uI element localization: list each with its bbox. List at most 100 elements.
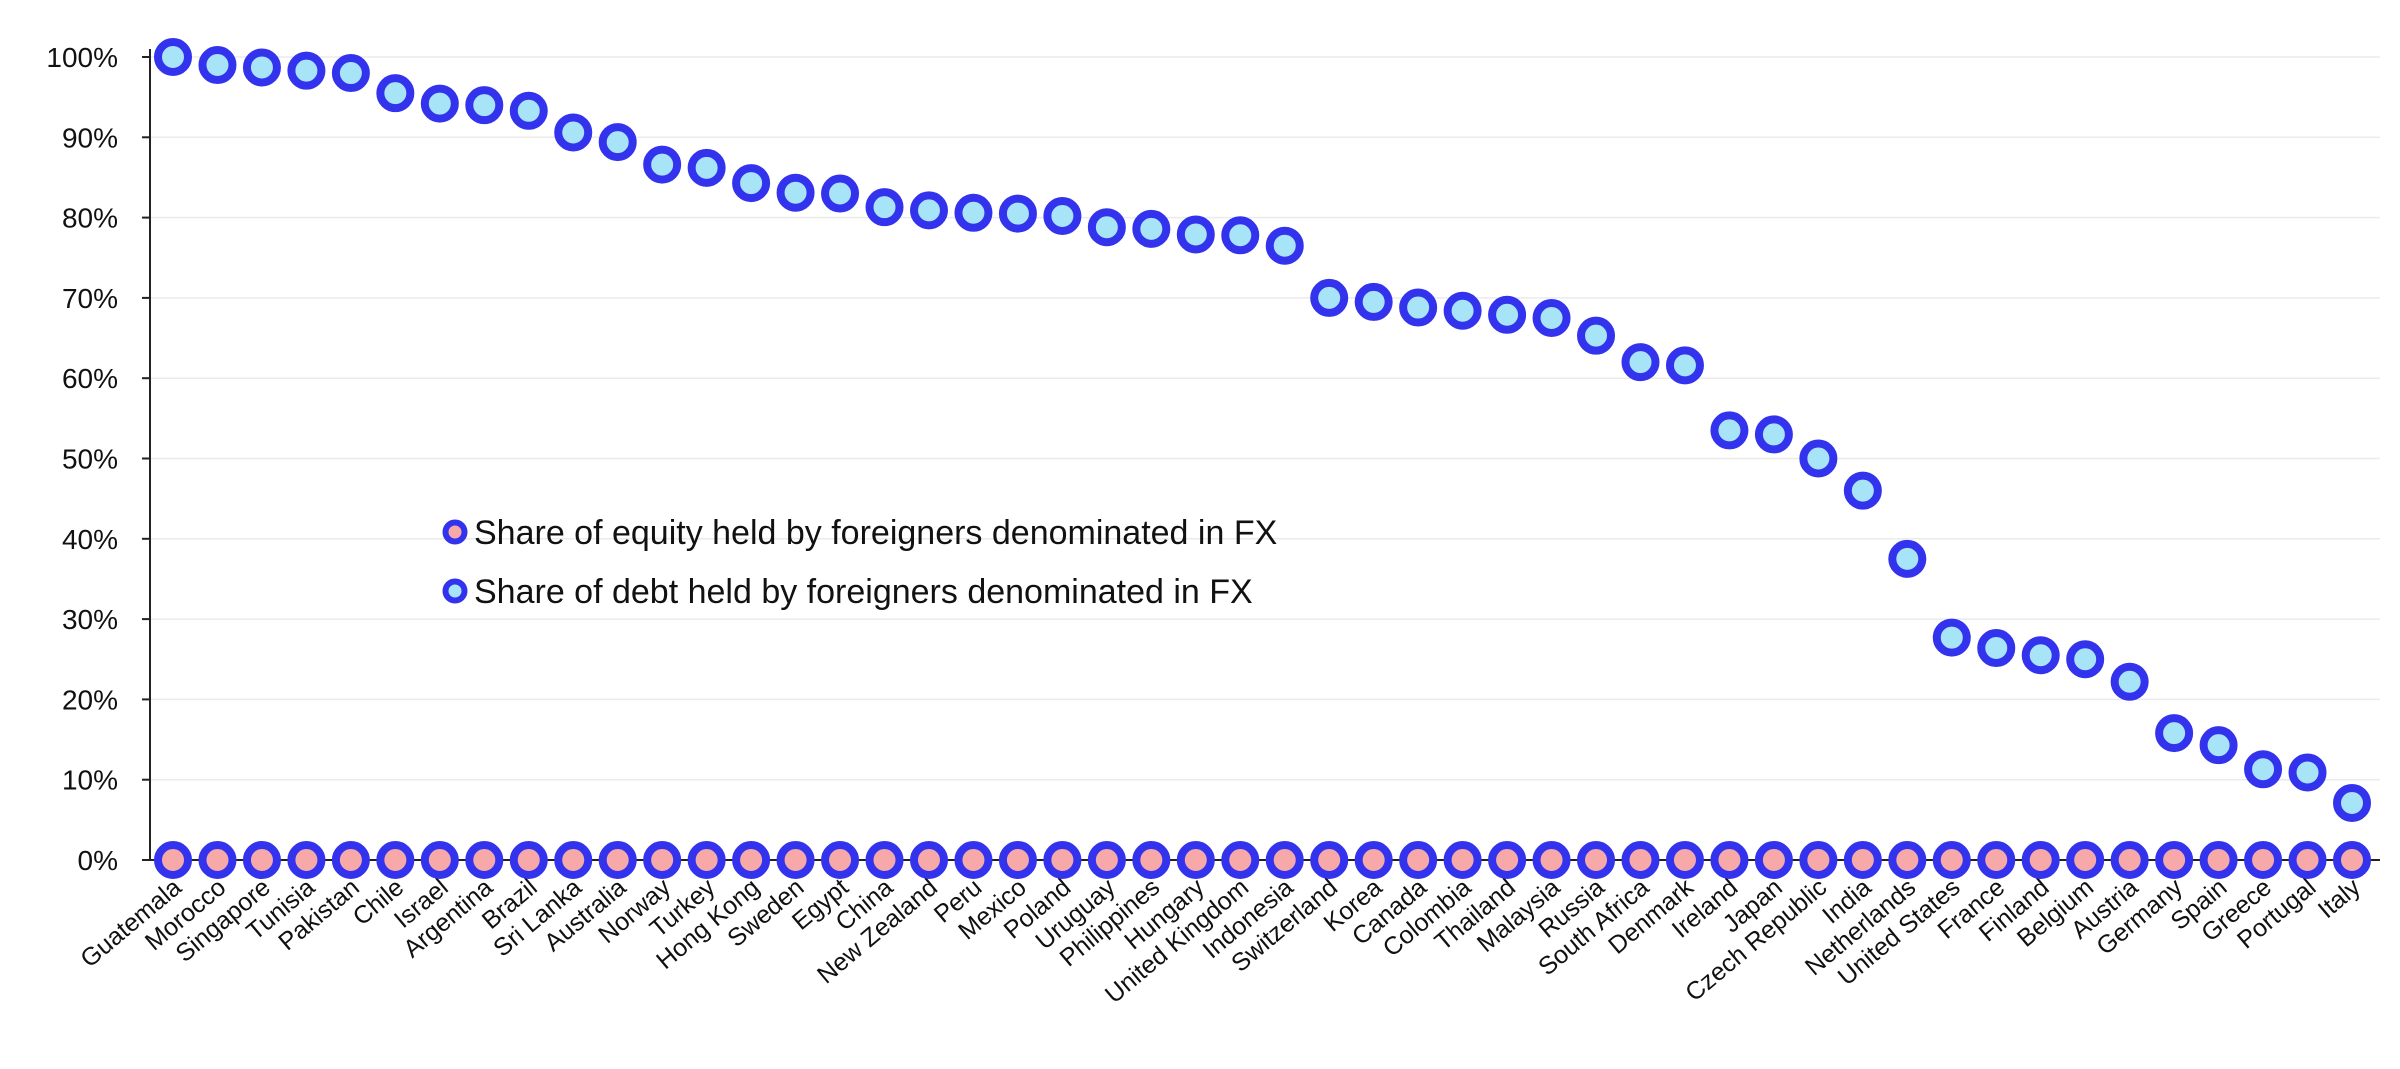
series-2-point	[1843, 471, 1882, 510]
legend-marker-2	[442, 578, 468, 604]
series-2-point	[2244, 750, 2283, 789]
series-1-point	[1577, 841, 1616, 879]
series-1-point	[2199, 841, 2238, 879]
series-1-point	[776, 841, 815, 879]
series-1-point	[1843, 841, 1882, 879]
series-1-point	[1265, 841, 1304, 879]
series-1-point	[1399, 841, 1438, 879]
series-2-point	[2333, 783, 2371, 822]
series-2-point	[2288, 753, 2327, 792]
series-2-point	[687, 148, 726, 187]
legend-label-1: Share of equity held by foreigners denom…	[474, 514, 1277, 552]
gridlines	[150, 56, 2380, 781]
series-1-point	[465, 841, 504, 879]
legend-marker-1	[442, 519, 468, 545]
x-category-labels: GuatemalaMoroccoSingaporeTunisiaPakistan…	[75, 873, 2366, 1009]
series-1-point	[954, 841, 993, 879]
y-tick-label: 80%	[62, 203, 118, 234]
series-1-point	[1087, 841, 1126, 879]
y-tick-labels: 0% 10% 20% 30% 40% 50% 60% 70% 80% 90% 100%	[46, 42, 118, 876]
series-2-point	[1354, 282, 1393, 321]
series-1-point	[1488, 841, 1527, 879]
y-tick-label: 100%	[46, 42, 118, 73]
series-2-point	[998, 194, 1037, 233]
series-1-point	[1754, 841, 1793, 879]
series-2-point	[1532, 298, 1571, 337]
series-2-point	[776, 173, 815, 212]
series-1-point	[2288, 841, 2327, 879]
series-1-point	[2244, 841, 2283, 879]
x-category-label: Italy	[2313, 873, 2367, 924]
series-2-point	[1621, 343, 1660, 382]
series-1-point	[2110, 841, 2149, 879]
series-1-point	[732, 841, 771, 879]
series-1-point	[1043, 841, 1082, 879]
series-2-point	[465, 86, 504, 125]
series-2-point	[821, 174, 860, 213]
series-1-point	[1621, 841, 1660, 879]
series-2-point	[865, 188, 904, 227]
series-2-point	[420, 84, 459, 123]
series-2-point	[1087, 208, 1126, 247]
series-1-point	[198, 841, 237, 879]
series-2-point	[1799, 439, 1838, 478]
y-tick-label: 60%	[62, 363, 118, 394]
series-1-point	[821, 841, 860, 879]
series-1-point	[1977, 841, 2016, 879]
data-points	[154, 38, 2371, 879]
series-2-point	[598, 123, 637, 162]
y-tick-label: 0%	[78, 845, 118, 876]
series-2-point	[1265, 226, 1304, 265]
series-1-point	[2333, 841, 2371, 879]
series-2-point	[1577, 316, 1616, 355]
series-2-point	[1488, 295, 1527, 334]
series-2-point	[1443, 291, 1482, 330]
series-1-point	[554, 841, 593, 879]
series-1-point	[1532, 841, 1571, 879]
series-2-point	[643, 145, 682, 184]
series-2-point	[1310, 278, 1349, 317]
series-2-point	[2110, 662, 2149, 701]
series-2-point	[287, 51, 326, 90]
series-2-point	[331, 54, 370, 93]
series-2-point	[154, 38, 192, 76]
series-1-point	[1354, 841, 1393, 879]
series-1-point	[1665, 841, 1704, 879]
y-tick-label: 70%	[62, 283, 118, 314]
y-tick-label: 40%	[62, 524, 118, 555]
y-tick-label: 50%	[62, 444, 118, 475]
legend: Share of equity held by foreigners denom…	[442, 514, 1277, 611]
series-2-point	[2155, 714, 2194, 753]
series-1-point	[2066, 841, 2105, 879]
y-tick-label: 90%	[62, 122, 118, 153]
series-2-point	[909, 191, 948, 230]
series-2-point	[1888, 539, 1927, 578]
y-tick-label: 30%	[62, 604, 118, 635]
series-1-point	[1221, 841, 1260, 879]
series-1-point	[1710, 841, 1749, 879]
series-1-point	[331, 841, 370, 879]
series-2-point	[1710, 411, 1749, 450]
series-2-point	[242, 48, 281, 87]
series-1-point	[598, 841, 637, 879]
legend-label-2: Share of debt held by foreigners denomin…	[474, 573, 1253, 611]
series-1-point	[242, 841, 281, 879]
series-1-point	[1443, 841, 1482, 879]
series-1-point	[1888, 841, 1927, 879]
series-2-point	[1977, 629, 2016, 668]
series-2-point	[376, 74, 415, 113]
series-2-point	[1754, 415, 1793, 454]
series-2-point	[509, 91, 548, 130]
series-1-point	[2155, 841, 2194, 879]
series-1-point	[1132, 841, 1171, 879]
series-2-point	[1132, 209, 1171, 248]
series-2-point	[1221, 216, 1260, 255]
series-2-point	[2066, 640, 2105, 679]
y-tick-label: 20%	[62, 684, 118, 715]
series-1-point	[376, 841, 415, 879]
series-1-point	[1932, 841, 1971, 879]
series-2-point	[2021, 636, 2060, 675]
series-2-point	[198, 46, 237, 85]
